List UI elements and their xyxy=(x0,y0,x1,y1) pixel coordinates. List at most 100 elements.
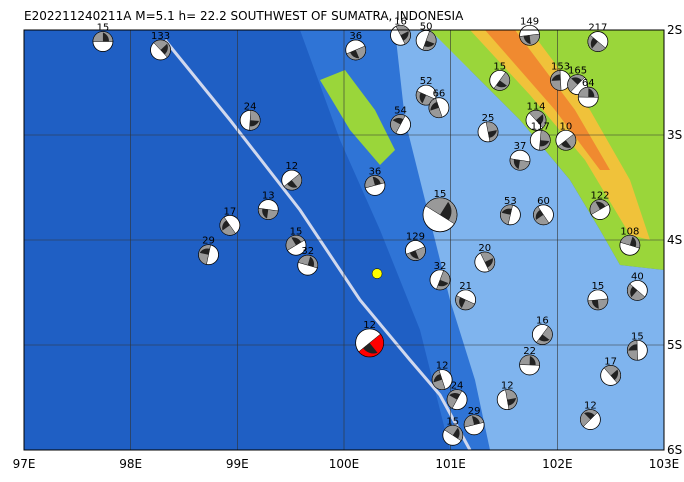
beachball-quadrant xyxy=(535,209,544,220)
beachball-quadrant xyxy=(561,140,572,148)
beachball-quadrant xyxy=(291,237,302,246)
depth-label: 12 xyxy=(285,161,298,172)
depth-label: 122 xyxy=(590,191,609,202)
depth-label: 32 xyxy=(301,246,314,257)
depth-label: 29 xyxy=(202,236,215,247)
beachball-quadrant xyxy=(591,299,599,309)
depth-label: 114 xyxy=(526,101,545,112)
beachball-quadrant xyxy=(629,236,637,248)
depth-label: 15 xyxy=(97,23,110,34)
beachball-quadrant xyxy=(584,412,595,420)
y-tick-label: 2S xyxy=(667,23,682,37)
beachball-quadrant xyxy=(580,409,598,427)
depth-label: 149 xyxy=(520,16,539,27)
island xyxy=(320,70,395,165)
beachball-quadrant xyxy=(430,102,439,111)
beachball-quadrant xyxy=(630,286,638,298)
depth-label: 10 xyxy=(559,121,572,132)
depth-label: 36 xyxy=(369,166,382,177)
beachball-quadrant xyxy=(307,256,315,267)
depth-label: 37 xyxy=(514,141,527,152)
depth-label: 12 xyxy=(501,381,514,392)
beachball-quadrant xyxy=(590,37,598,49)
x-tick-label: 103E xyxy=(649,457,680,471)
beachball-quadrant xyxy=(160,43,168,55)
beachball-quadrant xyxy=(199,248,210,255)
beachball-quadrant xyxy=(523,35,531,45)
beachball-quadrant xyxy=(507,398,517,406)
trench xyxy=(163,39,472,451)
depth-label: 15 xyxy=(290,226,303,237)
depth-label: 54 xyxy=(394,106,407,117)
beachball-quadrant xyxy=(628,344,638,351)
depth-label: 22 xyxy=(523,346,536,357)
beachball-quadrant xyxy=(484,258,493,268)
beachball-quadrant xyxy=(400,31,409,41)
depth-label: 117 xyxy=(531,121,550,132)
epicenter xyxy=(371,268,383,279)
depth-label: 15 xyxy=(446,416,459,427)
x-tick-label: 100E xyxy=(329,457,360,471)
beachball-quadrant xyxy=(440,201,452,221)
x-tick-label: 102E xyxy=(542,457,573,471)
depth-label: 40 xyxy=(631,271,644,282)
x-tick-label: 99E xyxy=(226,457,249,471)
beachball-quadrant xyxy=(262,208,269,219)
depth-label: 36 xyxy=(349,31,362,42)
beachball-quadrant xyxy=(488,130,497,138)
beachball-quadrant xyxy=(409,250,419,259)
depth-label: 24 xyxy=(451,381,464,392)
beachball-quadrant xyxy=(452,427,460,439)
y-tick-label: 5S xyxy=(667,338,682,352)
depth-label: 12 xyxy=(363,320,376,331)
depth-label: 12 xyxy=(436,361,449,372)
beachball-quadrant xyxy=(595,201,606,210)
depth-label: 153 xyxy=(551,61,570,72)
depth-label: 16 xyxy=(394,16,407,27)
y-tick-label: 3S xyxy=(667,128,682,142)
depth-label: 15 xyxy=(493,61,506,72)
beachball-quadrant xyxy=(551,74,561,81)
beachball-quadrant xyxy=(392,117,404,125)
beachball-quadrant xyxy=(539,140,550,147)
x-tick-label: 98E xyxy=(119,457,142,471)
depth-label: 66 xyxy=(433,89,446,100)
depth-label: 29 xyxy=(468,406,481,417)
depth-label: 25 xyxy=(482,113,495,124)
beachball-quadrant xyxy=(437,279,449,287)
depth-label: 15 xyxy=(591,281,604,292)
depth-label: 165 xyxy=(568,66,587,77)
beachball-quadrant xyxy=(433,373,443,383)
beachball-quadrant xyxy=(610,369,619,380)
beachball-quadrant xyxy=(513,159,520,170)
beachball-quadrant xyxy=(588,88,595,98)
depth-label: 16 xyxy=(536,316,549,327)
x-tick-label: 97E xyxy=(13,457,36,471)
frame xyxy=(23,29,665,451)
beachball-quadrant xyxy=(424,40,435,47)
beachball-quadrant xyxy=(536,114,544,125)
beachball-quadrant xyxy=(249,120,260,127)
depth-label: 217 xyxy=(588,23,607,34)
beachball-quadrant xyxy=(459,297,466,309)
depth-label: 32 xyxy=(434,261,447,272)
y-tick-label: 6S xyxy=(667,443,682,457)
beachball-quadrant xyxy=(571,77,582,85)
depth-label: 133 xyxy=(151,31,170,42)
beachball-quadrant xyxy=(529,355,536,366)
beachball-quadrant xyxy=(287,180,298,188)
map-title: E202211240211A M=5.1 h= 22.2 SOUTHWEST O… xyxy=(24,9,464,23)
depth-label: 108 xyxy=(620,226,639,237)
depth-label: 15 xyxy=(631,331,644,342)
depth-label: 13 xyxy=(262,191,275,202)
depth-label: 60 xyxy=(537,196,550,207)
depth-label: 53 xyxy=(504,196,517,207)
beachball-quadrant xyxy=(501,208,512,215)
beachball-quadrant xyxy=(471,416,480,425)
beachball-quadrant xyxy=(372,176,381,186)
depth-label: 20 xyxy=(478,243,491,254)
depth-label: 50 xyxy=(420,22,433,33)
depth-label: 24 xyxy=(244,101,257,112)
